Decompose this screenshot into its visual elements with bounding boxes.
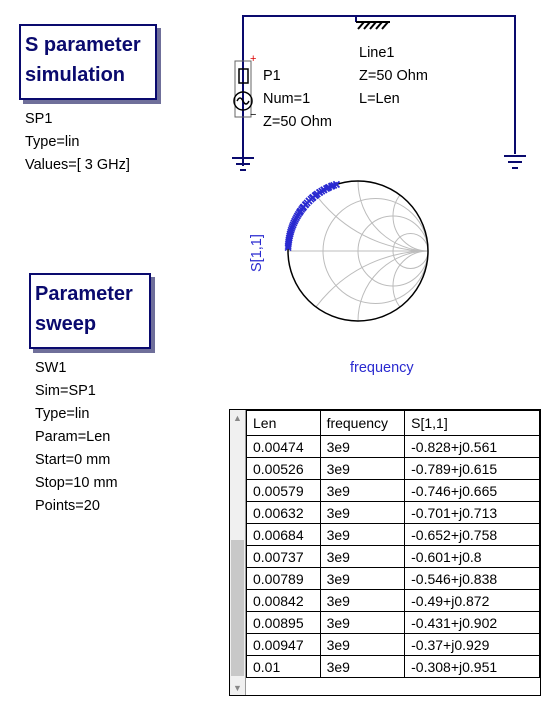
smith-point [284, 244, 292, 252]
sp-type: Type=lin [25, 134, 80, 150]
cell-s11: -0.789+j0.615 [404, 457, 540, 480]
cell-len: 0.00947 [246, 633, 321, 656]
cell-frequency: 3e9 [319, 457, 406, 480]
cell-s11: -0.431+j0.902 [404, 611, 540, 634]
sw-points: Points=20 [35, 498, 100, 514]
cell-s11: -0.308+j0.951 [404, 655, 540, 678]
tabular-diagram[interactable]: ▲ ▼ Len frequency S[1,1] 0.00474 3e9 -0.82… [229, 409, 541, 696]
line-name: Line1 [359, 45, 395, 61]
sp-block-title-line2: simulation [25, 64, 126, 86]
line-l: L=Len [359, 91, 400, 107]
line-z: Z=50 Ohm [359, 68, 428, 84]
sw-name: SW1 [35, 360, 67, 376]
parameter-sweep-block[interactable]: Parameter sweep [29, 273, 151, 349]
table-row: 0.00474 3e9 -0.828+j0.561 [246, 435, 540, 458]
scroll-up-icon[interactable]: ▲ [233, 413, 242, 423]
cell-frequency: 3e9 [319, 523, 406, 546]
port-plus-label: + [250, 53, 257, 65]
port-name: P1 [263, 68, 281, 84]
cell-frequency: 3e9 [319, 655, 406, 678]
table-row: 0.00684 3e9 -0.652+j0.758 [246, 523, 540, 546]
cell-frequency: 3e9 [319, 545, 406, 568]
cell-len: 0.00632 [246, 501, 321, 524]
data-table: Len frequency S[1,1] 0.00474 3e9 -0.828+j0… [246, 410, 540, 678]
table-row: 0.00842 3e9 -0.49+j0.872 [246, 589, 540, 612]
cell-s11: -0.652+j0.758 [404, 523, 540, 546]
port-num: Num=1 [263, 91, 311, 107]
smith-point [300, 203, 308, 211]
smith-ylabel: S[1,1] [249, 234, 265, 272]
smith-point [284, 242, 292, 250]
cell-s11: -0.37+j0.929 [404, 633, 540, 656]
port-z: Z=50 Ohm [263, 114, 332, 130]
header-len: Len [246, 410, 321, 436]
cell-len: 0.00842 [246, 589, 321, 612]
cell-len: 0.00895 [246, 611, 321, 634]
cell-len: 0.00526 [246, 457, 321, 480]
cell-frequency: 3e9 [319, 567, 406, 590]
line-end-ground-icon [504, 155, 526, 169]
sw-stop: Stop=10 mm [35, 475, 118, 491]
cell-len: 0.00474 [246, 435, 321, 458]
table-row: 0.00789 3e9 -0.546+j0.838 [246, 567, 540, 590]
scroll-down-icon[interactable]: ▼ [233, 683, 242, 693]
cell-frequency: 3e9 [319, 611, 406, 634]
cell-s11: -0.828+j0.561 [404, 435, 540, 458]
table-row: 0.00737 3e9 -0.601+j0.8 [246, 545, 540, 568]
cell-frequency: 3e9 [319, 479, 406, 502]
table-scrollbar[interactable]: ▲ ▼ [230, 410, 246, 695]
table-row: 0.00632 3e9 -0.701+j0.713 [246, 501, 540, 524]
sp-block-title-line1: S parameter [25, 34, 141, 56]
table-header-row: Len frequency S[1,1] [246, 410, 540, 436]
sp-props: SP1 Type=lin Values=[ 3 GHz] [25, 108, 130, 177]
smith-chart [284, 180, 429, 322]
cell-s11: -0.746+j0.665 [404, 479, 540, 502]
table-row: 0.00579 3e9 -0.746+j0.665 [246, 479, 540, 502]
smith-trace [284, 180, 341, 252]
sw-block-title-line2: sweep [35, 313, 97, 335]
table-row: 0.00895 3e9 -0.431+j0.902 [246, 611, 540, 634]
sp-simulation-block[interactable]: S parameter simulation [19, 24, 157, 100]
table-row: 0.01 3e9 -0.308+j0.951 [246, 655, 540, 678]
cell-len: 0.00579 [246, 479, 321, 502]
cell-s11: -0.601+j0.8 [404, 545, 540, 568]
port-props: P1 Num=1 Z=50 Ohm [263, 65, 332, 134]
line-props: Line1 Z=50 Ohm L=Len [359, 42, 428, 111]
sw-param: Param=Len [35, 429, 111, 445]
scroll-thumb[interactable] [231, 540, 244, 676]
sw-block-title-line1: Parameter [35, 283, 133, 305]
header-s11: S[1,1] [404, 410, 540, 436]
header-frequency: frequency [319, 410, 406, 436]
port-minus-label: − [250, 109, 257, 121]
cell-frequency: 3e9 [319, 633, 406, 656]
sw-start: Start=0 mm [35, 452, 111, 468]
cell-len: 0.00737 [246, 545, 321, 568]
cell-len: 0.01 [246, 655, 321, 678]
smith-xlabel: frequency [350, 360, 414, 376]
sp-values: Values=[ 3 GHz] [25, 157, 130, 173]
cell-frequency: 3e9 [319, 501, 406, 524]
port-symbol [233, 60, 253, 118]
cell-frequency: 3e9 [319, 589, 406, 612]
sw-type: Type=lin [35, 406, 90, 422]
sw-sim: Sim=SP1 [35, 383, 96, 399]
sw-props: SW1 Sim=SP1 Type=lin Param=Len Start=0 m… [35, 357, 118, 518]
cell-s11: -0.701+j0.713 [404, 501, 540, 524]
line-ground-symbol [356, 21, 390, 30]
cell-frequency: 3e9 [319, 435, 406, 458]
cell-len: 0.00684 [246, 523, 321, 546]
cell-s11: -0.546+j0.838 [404, 567, 540, 590]
table-row: 0.00526 3e9 -0.789+j0.615 [246, 457, 540, 480]
port-ground-icon [232, 157, 254, 171]
wire-top [242, 15, 516, 166]
table-row: 0.00947 3e9 -0.37+j0.929 [246, 633, 540, 656]
sp-name: SP1 [25, 111, 53, 127]
cell-s11: -0.49+j0.872 [404, 589, 540, 612]
cell-len: 0.00789 [246, 567, 321, 590]
